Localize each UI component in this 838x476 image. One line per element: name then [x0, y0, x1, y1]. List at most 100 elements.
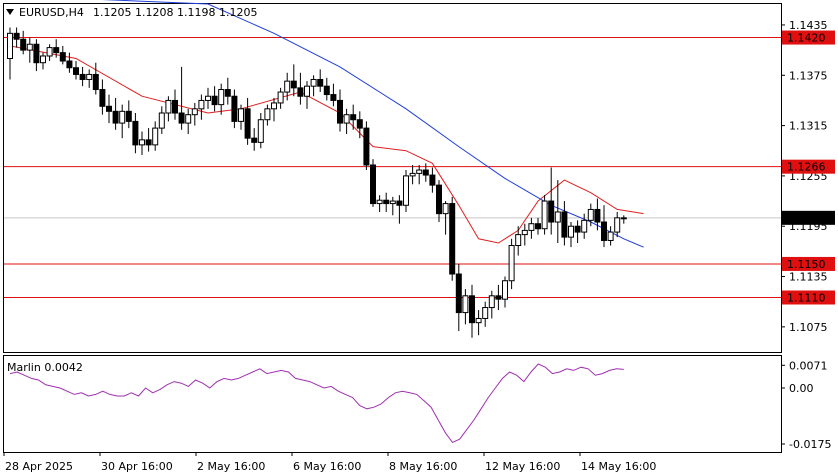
candle-body	[436, 184, 442, 215]
level-badge-label: 1.1266	[787, 161, 826, 174]
candle-body	[40, 55, 46, 64]
oscillator-label: Marlin 0.0042	[7, 361, 83, 374]
candle-body	[20, 38, 27, 51]
candle-body	[541, 200, 548, 230]
candle-body	[587, 208, 594, 221]
candle-body	[337, 99, 343, 124]
candle-body	[257, 119, 264, 143]
candle-body	[231, 95, 238, 122]
candle-body	[178, 112, 185, 124]
x-tick-label: 12 May 16:00	[485, 460, 560, 473]
candle-body	[455, 273, 462, 314]
osc-y-tick-label: 0.00	[789, 382, 814, 395]
candle-body	[515, 234, 522, 247]
candle-body	[99, 89, 106, 107]
candle-body	[198, 99, 205, 110]
osc-y-tick-label: 0.0071	[789, 359, 828, 372]
candle-body	[370, 164, 376, 205]
candle-body	[429, 174, 436, 186]
candles	[7, 27, 627, 338]
candle-body	[343, 114, 350, 124]
candle-body	[205, 95, 211, 101]
candle-body	[66, 60, 73, 69]
candle-body	[601, 221, 607, 241]
candle-body	[462, 295, 469, 314]
x-tick-label: 6 May 16:00	[293, 460, 361, 473]
candle-body	[277, 91, 284, 104]
candle-body	[482, 307, 489, 319]
oscillator-series	[9, 363, 624, 444]
candle-body	[356, 119, 363, 129]
candle-body	[145, 139, 152, 146]
candle-body	[53, 47, 60, 54]
level-badge	[782, 159, 835, 174]
candle-body	[185, 114, 192, 124]
price-badges: 1.1420 1.1266 1.1150 1.1110 1.1205	[782, 30, 835, 305]
candle-body	[165, 99, 172, 114]
candle-body	[469, 295, 475, 324]
candle-body	[403, 175, 409, 206]
candle-body	[251, 137, 258, 143]
candle-body	[581, 219, 588, 233]
x-tick-label: 30 Apr 16:00	[101, 460, 173, 473]
candle-body	[502, 280, 508, 300]
oscillator-plot-frame	[3, 355, 782, 453]
candle-body	[528, 223, 535, 231]
candle-body	[290, 80, 297, 89]
candle-body	[561, 211, 568, 238]
current-price-label: 1.1205	[787, 212, 826, 225]
candle-body	[238, 108, 244, 122]
y-tick-label: 1.1135	[789, 271, 828, 284]
y-tick-label: 1.1315	[789, 120, 828, 133]
horizontal-levels	[4, 37, 781, 298]
candle-body	[297, 87, 304, 97]
candle-body	[449, 203, 456, 275]
candle-body	[574, 225, 581, 233]
candle-body	[92, 73, 99, 91]
candle-body	[211, 95, 218, 106]
candle-body	[350, 114, 357, 121]
candle-body	[271, 102, 277, 110]
level-badge-label: 1.1150	[787, 258, 826, 271]
candle-body	[521, 229, 528, 236]
dropdown-triangle-icon[interactable]	[6, 9, 14, 15]
fast-moving-average-line	[9, 45, 644, 244]
candle-body	[495, 295, 502, 300]
y-tick-label: 1.1075	[789, 321, 828, 334]
level-badge	[782, 30, 835, 45]
candle-body	[323, 85, 330, 96]
x-tick-label: 8 May 16:00	[389, 460, 457, 473]
candle-body	[607, 231, 614, 241]
candle-body	[264, 108, 271, 121]
candle-body	[396, 200, 403, 206]
candle-body	[330, 94, 337, 101]
candle-body	[535, 223, 541, 230]
candle-body	[614, 217, 621, 233]
candle-body	[158, 112, 165, 129]
level-badge-label: 1.1110	[787, 291, 826, 304]
candle-body	[422, 169, 429, 176]
candle-body	[488, 295, 495, 309]
x-tick-label: 14 May 16:00	[581, 460, 656, 473]
candle-body	[46, 47, 53, 57]
level-badge	[782, 256, 835, 271]
x-tick-label: 28 Apr 2025	[5, 460, 73, 473]
candle-body	[139, 139, 145, 146]
candle-body	[106, 105, 112, 112]
candle-body	[86, 73, 93, 80]
candle-body	[310, 78, 317, 87]
candle-body	[125, 110, 132, 122]
main-plot-frame	[3, 3, 782, 353]
candle-body	[33, 43, 40, 64]
candle-body	[13, 32, 20, 40]
candle-body	[475, 317, 482, 324]
candle-body	[409, 172, 416, 177]
candle-body	[73, 67, 79, 75]
candle-body	[59, 52, 66, 62]
candle-body	[442, 203, 449, 215]
level-badge	[782, 290, 835, 305]
candle-body	[119, 110, 126, 124]
candle-body	[383, 199, 390, 205]
chart-symbol: EURUSD,H4	[19, 6, 84, 19]
